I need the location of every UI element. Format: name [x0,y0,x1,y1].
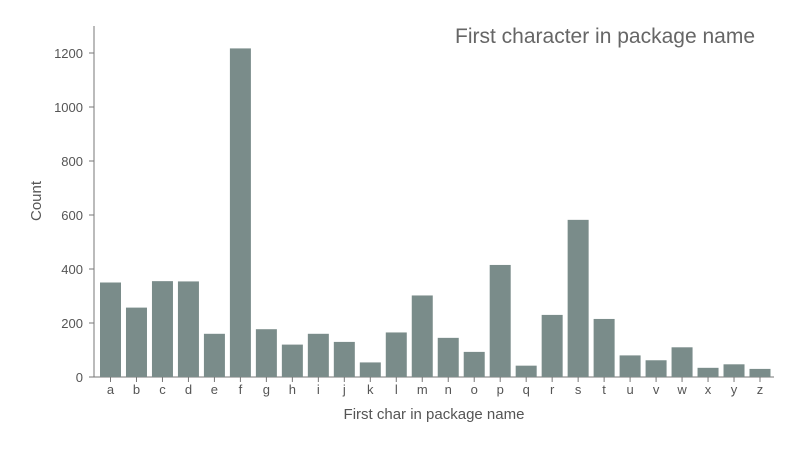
y-tick-label: 800 [61,154,83,169]
y-tick-label: 1000 [54,100,83,115]
x-tick-label-u: u [626,382,633,397]
x-tick-label-g: g [263,382,270,397]
y-tick-label: 400 [61,262,83,277]
y-tick-label: 0 [76,370,83,385]
bar-o [463,351,485,377]
y-axis-label: Count [28,180,45,221]
bar-g [255,329,277,377]
x-tick-label-x: x [705,382,712,397]
bar-h [281,344,303,377]
x-tick-label-f: f [239,382,243,397]
x-tick-label-y: y [731,382,738,397]
y-tick-label: 600 [61,208,83,223]
x-tick-label-z: z [757,382,764,397]
bar-u [619,355,641,377]
x-tick-label-n: n [445,382,452,397]
x-tick-label-c: c [159,382,166,397]
bars [100,48,771,377]
x-tick-label-p: p [497,382,504,397]
x-axis: a b c d e f g h i j k l m n o p q r s t u v w x y z [94,376,774,397]
bar-k [359,362,381,377]
x-tick-label-a: a [107,382,115,397]
x-tick-label-i: i [317,382,320,397]
bar-a [100,282,121,377]
bar-b [125,307,147,377]
bar-f [229,48,251,377]
x-tick-label-l: l [395,382,398,397]
bar-y [723,364,745,377]
bar-n [437,337,459,377]
x-tick-label-b: b [133,382,140,397]
y-axis: 0 200 400 600 800 1000 1200 [54,26,95,385]
y-tick-label: 1200 [54,46,83,61]
x-tick-label-j: j [342,382,346,397]
bar-z [749,368,771,377]
bar-l [385,332,407,377]
chart-title: First character in package name [455,25,755,48]
x-tick-label-h: h [289,382,296,397]
x-tick-label-o: o [471,382,478,397]
bar-i [307,333,329,377]
x-tick-label-v: v [653,382,660,397]
bar-r [541,314,563,377]
bar-s [567,219,589,377]
x-tick-label-q: q [523,382,530,397]
bar-e [203,333,225,377]
x-tick-label-d: d [185,382,192,397]
x-tick-label-k: k [367,382,374,397]
bar-d [177,281,199,377]
bar-m [411,295,433,377]
x-tick-label-e: e [211,382,218,397]
x-tick-label-t: t [602,382,606,397]
y-tick-label: 200 [61,316,83,331]
bar-j [333,341,355,377]
bar-c [151,281,173,377]
x-tick-label-r: r [550,382,555,397]
bar-w [671,347,693,377]
bar-t [593,318,615,377]
x-tick-label-w: w [676,382,687,397]
x-tick-label-m: m [417,382,428,397]
bar-x [697,367,719,377]
bar-p [489,264,511,377]
x-axis-label: First char in package name [344,406,525,423]
bar-q [515,365,537,377]
x-tick-label-s: s [575,382,582,397]
bar-v [645,360,667,377]
